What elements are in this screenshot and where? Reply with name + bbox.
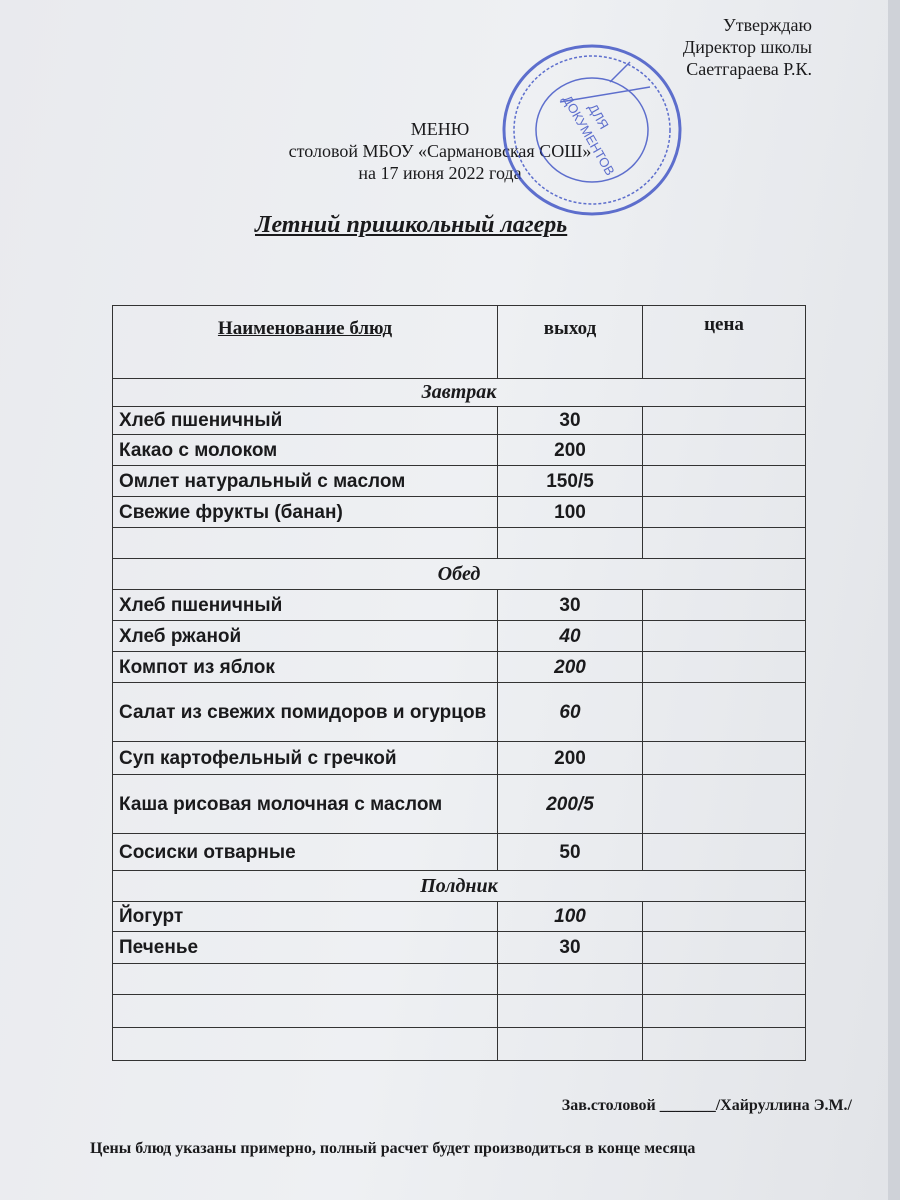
cell-name (112, 527, 498, 559)
cell-name: Какао с молоком (112, 434, 498, 466)
cell-output: 60 (497, 682, 643, 742)
table-row: Каша рисовая молочная с маслом 200/5 (112, 774, 806, 834)
column-header-output: выход (497, 305, 643, 379)
section-title: Полдник (112, 870, 806, 902)
section-row: Полдник (112, 870, 806, 902)
cell-output: 200 (497, 741, 643, 775)
cell-price (642, 589, 806, 621)
table-row: Печенье 30 (112, 931, 806, 964)
cell-output (497, 963, 643, 995)
section-title: Обед (112, 558, 806, 590)
cell-price (642, 465, 806, 497)
cell-output: 100 (497, 496, 643, 528)
section-row: Завтрак (112, 378, 806, 407)
cell-price (642, 963, 806, 995)
cell-price (642, 931, 806, 964)
cell-name: Печенье (112, 931, 498, 964)
cell-name: Хлеб пшеничный (112, 406, 498, 435)
cell-name: Каша рисовая молочная с маслом (112, 774, 498, 834)
table-row: Салат из свежих помидоров и огурцов 60 (112, 682, 806, 742)
cell-output: 30 (497, 589, 643, 621)
official-stamp: ДЛЯ ДОКУМЕНТОВ (502, 44, 682, 216)
cell-price (642, 496, 806, 528)
cell-price (642, 741, 806, 775)
cell-output (497, 1027, 643, 1061)
cell-price (642, 406, 806, 435)
table-row: Хлеб пшеничный 30 (112, 406, 806, 435)
section-title: Завтрак (112, 378, 806, 407)
cell-output (497, 527, 643, 559)
table-row: Омлет натуральный с маслом 150/5 (112, 465, 806, 497)
cell-name (112, 963, 498, 995)
signature-blank: _______ (659, 1097, 716, 1114)
cell-output (497, 994, 643, 1028)
cell-name: Свежие фрукты (банан) (112, 496, 498, 528)
table-row: Хлеб пшеничный 30 (112, 589, 806, 621)
cell-price (642, 833, 806, 871)
cell-output: 30 (497, 406, 643, 435)
cell-output: 30 (497, 931, 643, 964)
approval-name: Саетгараева Р.К. (686, 59, 812, 79)
cell-price (642, 434, 806, 466)
cell-price (642, 901, 806, 932)
table-row: Какао с молоком 200 (112, 434, 806, 466)
table-row: Свежие фрукты (банан) 100 (112, 496, 806, 528)
cell-price (642, 994, 806, 1028)
cell-output: 200 (497, 434, 643, 466)
cell-output: 150/5 (497, 465, 643, 497)
cell-name: Компот из яблок (112, 651, 498, 683)
menu-title: МЕНЮ (410, 119, 470, 139)
cell-price (642, 1027, 806, 1061)
cell-output: 100 (497, 901, 643, 932)
price-note: Цены блюд указаны примерно, полный расче… (90, 1140, 696, 1157)
column-header-price: цена (642, 305, 806, 379)
table-row: Компот из яблок 200 (112, 651, 806, 683)
cell-name (112, 1027, 498, 1061)
table-row: Йогурт 100 (112, 901, 806, 932)
camp-title: Летний пришкольный лагерь (255, 212, 568, 238)
cell-price (642, 620, 806, 652)
table-row (112, 1027, 806, 1061)
cell-price (642, 682, 806, 742)
table-row (112, 963, 806, 995)
table-row (112, 994, 806, 1028)
signature-role: Зав.столовой (561, 1097, 656, 1114)
cell-name: Хлеб ржаной (112, 620, 498, 652)
cell-name (112, 994, 498, 1028)
cell-name: Йогурт (112, 901, 498, 932)
approval-position: Директор школы (682, 37, 812, 57)
cell-name: Суп картофельный с гречкой (112, 741, 498, 775)
column-header-name: Наименование блюд (112, 305, 498, 379)
approval-line: Утверждаю (722, 15, 812, 35)
section-row: Обед (112, 558, 806, 590)
menu-date: на 17 июня 2022 года (358, 163, 522, 183)
cell-output: 50 (497, 833, 643, 871)
table-row (112, 527, 806, 559)
signature-name: /Хайруллина Э.М./ (715, 1097, 852, 1114)
cell-price (642, 527, 806, 559)
table-row: Сосиски отварные 50 (112, 833, 806, 871)
cell-output: 40 (497, 620, 643, 652)
table-row: Суп картофельный с гречкой 200 (112, 741, 806, 775)
page-edge (888, 0, 900, 1200)
cell-output: 200 (497, 651, 643, 683)
cell-name: Салат из свежих помидоров и огурцов (112, 682, 498, 742)
cell-name: Омлет натуральный с маслом (112, 465, 498, 497)
menu-table: Наименование блюд выход цена Завтрак Хлеб… (112, 305, 806, 1061)
cell-name: Хлеб пшеничный (112, 589, 498, 621)
cell-price (642, 774, 806, 834)
cell-output: 200/5 (497, 774, 643, 834)
table-header-row: Наименование блюд выход цена (112, 305, 806, 379)
signature-line: Зав.столовой _______/Хайруллина Э.М./ (562, 1097, 852, 1115)
table-row: Хлеб ржаной 40 (112, 620, 806, 652)
approval-block: Утверждаю Директор школы Саетгараева Р.К… (683, 14, 812, 80)
cell-price (642, 651, 806, 683)
cell-name: Сосиски отварные (112, 833, 498, 871)
